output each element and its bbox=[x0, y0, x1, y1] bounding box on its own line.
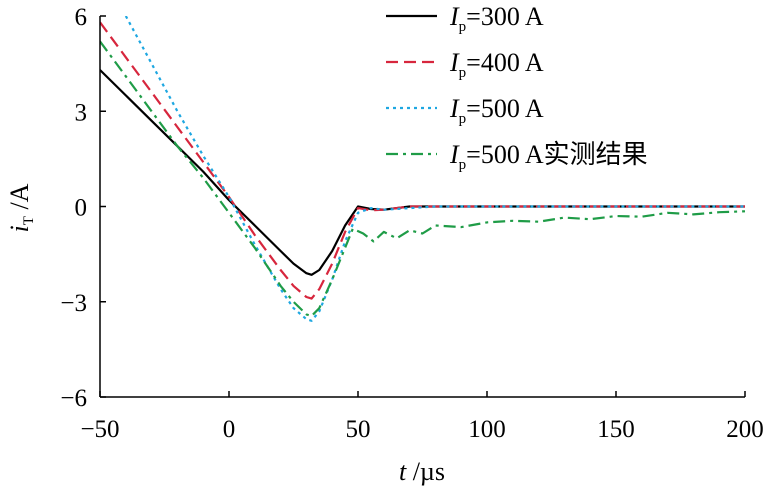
legend-label-2: Ip=400 A bbox=[449, 48, 544, 81]
axes bbox=[99, 15, 746, 398]
x-tick-label: 100 bbox=[468, 416, 506, 443]
series-line-3 bbox=[124, 16, 745, 322]
legend-label-1: Ip=300 A bbox=[449, 2, 544, 35]
plot-lines bbox=[100, 16, 745, 322]
series-line-1 bbox=[100, 69, 745, 276]
legend-label-3: Ip=500 A bbox=[449, 94, 544, 127]
y-tick-label: 3 bbox=[75, 99, 88, 126]
y-tick-label: −6 bbox=[60, 385, 87, 412]
y-tick-label: 0 bbox=[75, 195, 88, 222]
y-axis-label: iT /A bbox=[5, 183, 37, 232]
series-line-4 bbox=[100, 40, 745, 318]
y-tick-label: 6 bbox=[75, 4, 88, 31]
x-tick-label: −50 bbox=[80, 416, 119, 443]
x-axis-label: t /µs bbox=[399, 457, 445, 486]
series-line-2 bbox=[100, 21, 745, 300]
x-tick-label: 150 bbox=[597, 416, 635, 443]
tick-labels: −50 0 50 100 150 200 −6 −3 0 3 6 bbox=[60, 4, 763, 443]
y-tick-label: −3 bbox=[60, 290, 87, 317]
x-tick-label: 0 bbox=[223, 416, 236, 443]
x-tick-label: 50 bbox=[346, 416, 371, 443]
x-tick-label: 200 bbox=[726, 416, 764, 443]
legend-label-4: Ip=500 A实测结果 bbox=[449, 140, 648, 173]
legend: Ip=300 A Ip=400 A Ip=500 A Ip=500 A实测结果 bbox=[386, 2, 648, 173]
